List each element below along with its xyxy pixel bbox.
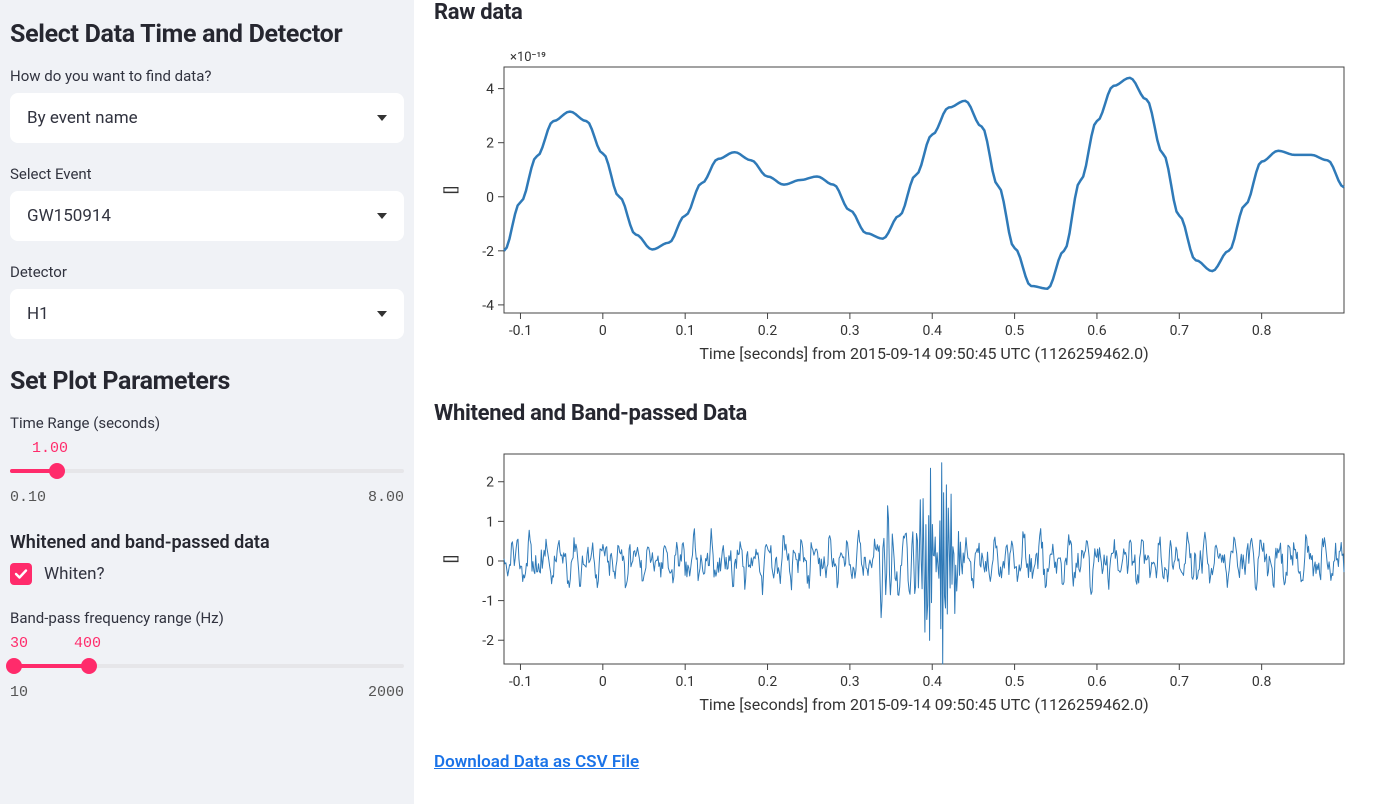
whitened-chart-container: -2 -1 0 1 2 -0.1 0 0.1 0.2 0.3 0.4 0.5 0.6 0.7 0.8 [] Ti… [434,442,1380,722]
svg-text:Time [seconds] from 2015-09-14: Time [seconds] from 2015-09-14 09:50:45 … [699,695,1148,714]
svg-text:Time [seconds] from 2015-09-14: Time [seconds] from 2015-09-14 09:50:45 … [699,344,1148,363]
event-value: GW150914 [27,206,111,226]
raw-chart: -4 -2 0 2 4 -0.1 0 0.1 0.2 0.3 0.4 0.5 0.6 0.7 0.8 ×10⁻… [434,41,1354,371]
svg-text:[]: [] [441,186,460,194]
svg-text:[]: [] [441,555,460,563]
svg-text:2: 2 [486,475,494,491]
find-data-select[interactable]: By event name [10,93,404,143]
svg-text:0.3: 0.3 [840,323,859,339]
event-label: Select Event [10,165,404,183]
whiten-checkbox[interactable] [10,563,32,585]
slider-thumb[interactable] [6,658,22,674]
detector-value: H1 [27,304,49,324]
svg-text:4: 4 [486,82,494,98]
whitened-data-title: Whitened and Band-passed Data [434,401,1380,426]
svg-text:-4: -4 [482,298,494,314]
svg-text:0.5: 0.5 [1005,323,1025,339]
svg-text:×10⁻¹⁹: ×10⁻¹⁹ [510,50,546,65]
svg-text:0.7: 0.7 [1170,674,1190,690]
event-select[interactable]: GW150914 [10,191,404,241]
svg-text:0.4: 0.4 [923,323,943,339]
detector-select[interactable]: H1 [10,289,404,339]
find-data-value: By event name [27,108,138,128]
svg-text:0.7: 0.7 [1170,323,1190,339]
bandpass-label: Band-pass frequency range (Hz) [10,609,404,627]
svg-text:-0.1: -0.1 [509,323,532,339]
timerange-min: 0.10 [10,489,46,506]
svg-text:0: 0 [486,554,494,570]
svg-text:0: 0 [599,674,607,690]
download-csv-link[interactable]: Download Data as CSV File [434,752,639,772]
svg-text:0.8: 0.8 [1252,674,1272,690]
svg-text:0.1: 0.1 [675,674,694,690]
whiten-title: Whitened and band-passed data [10,532,404,553]
whiten-checkbox-label: Whiten? [44,564,105,584]
whiten-checkbox-row[interactable]: Whiten? [10,563,404,585]
raw-chart-container: -4 -2 0 2 4 -0.1 0 0.1 0.2 0.3 0.4 0.5 0.6 0.7 0.8 ×10⁻… [434,41,1380,371]
svg-text:0.4: 0.4 [923,674,943,690]
detector-label: Detector [10,263,404,281]
timerange-label: Time Range (seconds) [10,414,404,432]
svg-text:1: 1 [486,514,494,530]
svg-text:0.2: 0.2 [758,674,778,690]
timerange-slider-group: Time Range (seconds) 1.00 0.10 8.00 [10,414,404,506]
bandpass-hi: 400 [74,635,101,652]
section-title-plot: Set Plot Parameters [10,367,404,396]
bandpass-lo: 30 [10,635,28,652]
sidebar: Select Data Time and Detector How do you… [0,0,414,804]
svg-text:-0.1: -0.1 [509,674,532,690]
bandpass-min: 10 [10,684,28,701]
svg-text:0.5: 0.5 [1005,674,1025,690]
chevron-down-icon [377,311,387,317]
check-icon [14,567,28,581]
svg-text:0.6: 0.6 [1087,674,1107,690]
timerange-value: 1.00 [10,440,404,457]
bandpass-slider[interactable] [10,654,404,678]
chevron-down-icon [377,213,387,219]
section-title-data: Select Data Time and Detector [10,20,404,49]
timerange-max: 8.00 [368,489,404,506]
raw-data-title: Raw data [434,0,1380,25]
svg-text:2: 2 [486,136,494,152]
chevron-down-icon [377,115,387,121]
find-data-label: How do you want to find data? [10,67,404,85]
main-content: Raw data -4 -2 0 2 4 -0.1 0 0.1 0.2 0.3 0.4 0.5 0.6 0… [414,0,1400,804]
slider-thumb[interactable] [49,463,65,479]
svg-text:-1: -1 [482,594,494,610]
svg-text:0.8: 0.8 [1252,323,1272,339]
whitened-chart: -2 -1 0 1 2 -0.1 0 0.1 0.2 0.3 0.4 0.5 0.6 0.7 0.8 [] Ti… [434,442,1354,722]
timerange-slider[interactable] [10,459,404,483]
svg-text:0.3: 0.3 [840,674,859,690]
svg-text:0.2: 0.2 [758,323,778,339]
svg-text:0.1: 0.1 [675,323,694,339]
svg-text:0: 0 [599,323,607,339]
svg-text:-2: -2 [482,633,494,649]
svg-text:0: 0 [486,190,494,206]
svg-text:0.6: 0.6 [1087,323,1107,339]
svg-text:-2: -2 [482,244,494,260]
bandpass-slider-group: Band-pass frequency range (Hz) 30 400 10… [10,609,404,701]
bandpass-max: 2000 [368,684,404,701]
slider-thumb[interactable] [81,658,97,674]
